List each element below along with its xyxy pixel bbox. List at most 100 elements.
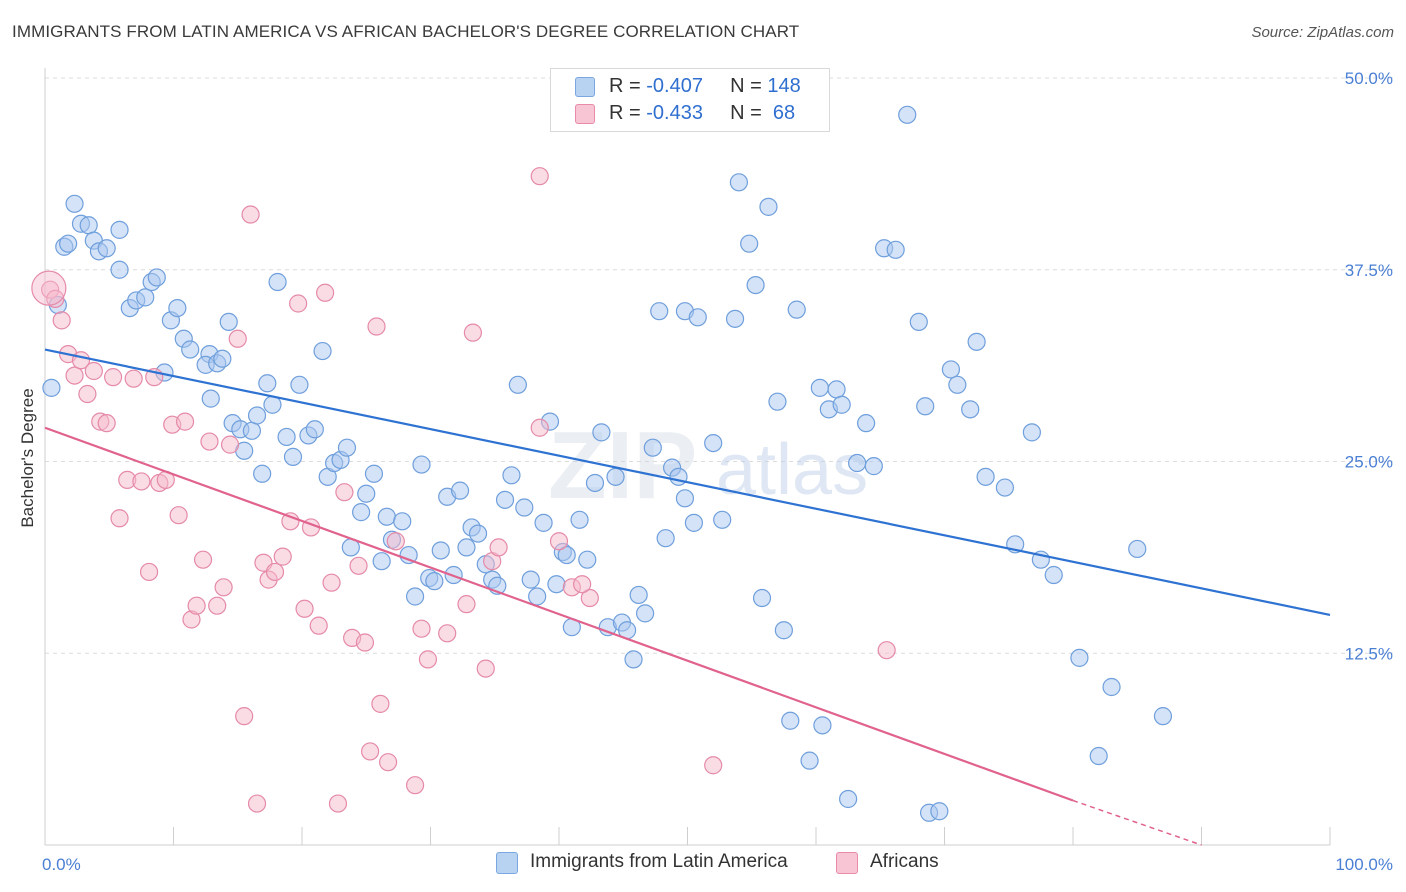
data-point-latin-america [746, 275, 765, 295]
data-point-africans [386, 532, 405, 551]
data-point-latin-america [1102, 677, 1121, 697]
data-point-latin-america [457, 538, 476, 557]
data-point-africans [489, 538, 508, 557]
y-tick-label: 12.5% [1345, 644, 1393, 663]
data-point-latin-america [502, 466, 521, 485]
data-point-africans [418, 650, 438, 669]
data-point-africans [265, 562, 285, 582]
data-point-africans [335, 483, 354, 502]
chart-title: IMMIGRANTS FROM LATIN AMERICA VS AFRICAN… [12, 22, 800, 41]
legend-swatch-africans [836, 852, 858, 874]
data-point-latin-america [656, 529, 675, 548]
data-point-africans [367, 317, 386, 336]
data-point-latin-america [839, 789, 858, 809]
data-point-africans [530, 167, 549, 186]
legend-swatch-latin-america [496, 852, 518, 874]
data-point-latin-america [1153, 707, 1173, 726]
data-point-latin-america [941, 360, 961, 379]
data-point-latin-america [713, 510, 732, 529]
data-point-africans [704, 756, 723, 775]
data-point-latin-america [759, 197, 778, 216]
data-point-africans [65, 366, 84, 385]
data-point-latin-america [547, 575, 566, 594]
data-point-latin-america [136, 288, 155, 307]
data-point-africans [316, 283, 335, 302]
data-point-latin-america [405, 587, 425, 606]
data-point-latin-america [624, 650, 643, 669]
data-point-latin-america [832, 395, 851, 414]
data-point-latin-america [669, 467, 688, 486]
data-point-latin-america [110, 260, 129, 279]
data-point-latin-america [967, 332, 986, 351]
data-point-latin-america [213, 349, 232, 368]
data-point-latin-america [635, 604, 655, 623]
data-point-africans [235, 707, 254, 726]
data-point-africans [295, 599, 314, 618]
data-point-africans [46, 289, 65, 308]
data-point-africans [580, 588, 599, 608]
data-point-africans [193, 550, 213, 569]
data-point-latin-america [629, 585, 648, 605]
data-point-latin-america [570, 510, 589, 529]
data-point-latin-america [201, 389, 220, 408]
data-point-latin-america [247, 406, 267, 425]
series-africans-points [31, 167, 896, 813]
data-point-latin-america [740, 234, 759, 253]
data-point-latin-america [110, 220, 129, 239]
watermark-atlas: atlas [716, 430, 868, 510]
data-point-latin-america [1089, 746, 1108, 766]
data-point-latin-america [258, 374, 277, 393]
data-point-latin-america [425, 572, 444, 591]
legend-label-africans: Africans [870, 851, 939, 872]
data-point-latin-america [305, 420, 324, 439]
data-point-latin-america [557, 545, 576, 565]
data-point-latin-america [79, 216, 98, 235]
data-point-latin-america [650, 302, 669, 321]
data-point-africans [281, 512, 300, 531]
legend-r-label: R = [609, 75, 647, 97]
data-point-latin-america [810, 378, 829, 397]
data-point-africans [214, 578, 233, 597]
data-point-africans [349, 556, 368, 575]
data-point-africans [228, 329, 247, 348]
data-point-latin-america [898, 105, 917, 124]
data-point-latin-america [774, 621, 793, 640]
legend-n-value: 68 [767, 102, 796, 124]
data-point-africans [220, 435, 240, 454]
data-point-latin-america [592, 423, 611, 442]
series-latin-america-points [42, 105, 1173, 822]
data-point-africans [273, 547, 292, 566]
data-point-latin-america [521, 570, 540, 589]
data-point-latin-america [752, 588, 772, 608]
data-point-latin-america [1070, 648, 1089, 667]
source-label: Source: ZipAtlas.com [1251, 24, 1394, 41]
data-point-latin-america [399, 545, 418, 565]
data-point-latin-america [168, 299, 187, 318]
data-point-latin-america [97, 239, 116, 258]
data-point-latin-america [515, 498, 534, 517]
data-point-latin-america [337, 438, 357, 457]
data-point-latin-america [688, 308, 707, 327]
data-point-latin-america [864, 457, 883, 476]
data-point-africans [187, 596, 206, 615]
data-point-africans [361, 742, 380, 761]
data-point-africans [438, 624, 457, 643]
legend-r-label: R = [609, 102, 647, 124]
legend-label-latin-america: Immigrants from Latin America [530, 851, 788, 872]
data-point-africans [412, 619, 431, 638]
data-point-latin-america [313, 341, 332, 361]
data-point-latin-america [277, 427, 296, 447]
data-point-latin-america [253, 464, 272, 483]
data-point-latin-america [528, 587, 547, 606]
data-point-africans [84, 361, 103, 381]
data-point-latin-america [995, 478, 1014, 497]
data-point-latin-america [283, 447, 303, 466]
data-point-latin-america [393, 512, 412, 531]
data-point-africans [97, 414, 116, 433]
data-point-latin-america [372, 552, 391, 571]
correlation-legend: R = -0.407 N = 148 R = -0.433 N = 68 [550, 68, 830, 132]
x-tick-label: 100.0% [1335, 855, 1393, 874]
data-point-latin-america [675, 489, 695, 508]
data-point-latin-america [578, 550, 597, 569]
data-point-latin-america [585, 473, 605, 493]
